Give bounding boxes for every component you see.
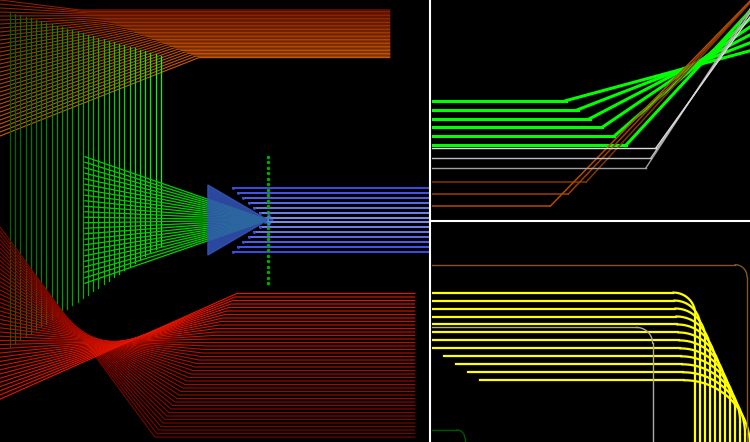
- Polygon shape: [268, 212, 273, 228]
- Polygon shape: [208, 185, 268, 255]
